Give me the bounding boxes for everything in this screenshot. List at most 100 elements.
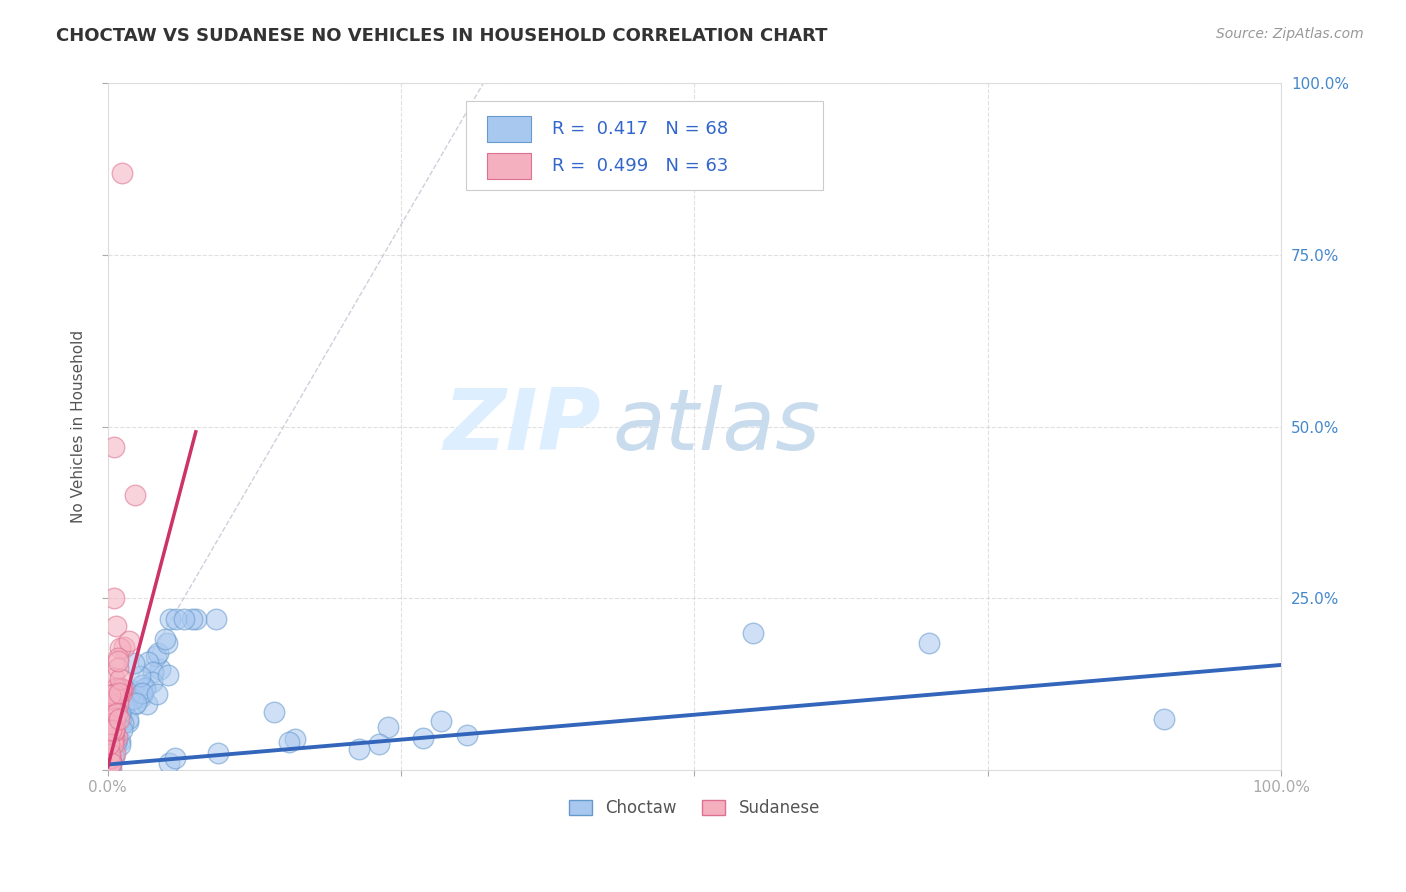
- Point: [107, 697, 129, 711]
- Point: [103, 746, 125, 760]
- Point: [103, 687, 125, 701]
- Point: [105, 619, 128, 633]
- Bar: [486, 153, 531, 179]
- Point: [122, 657, 145, 671]
- Point: [108, 640, 131, 655]
- Point: [110, 681, 132, 696]
- FancyBboxPatch shape: [465, 101, 824, 190]
- Text: ZIP: ZIP: [443, 385, 600, 468]
- Point: [98, 696, 121, 710]
- Point: [101, 708, 124, 723]
- Point: [103, 731, 125, 745]
- Point: [103, 671, 125, 685]
- Point: [100, 750, 122, 764]
- Point: [108, 734, 131, 748]
- Point: [101, 737, 124, 751]
- Point: [101, 699, 124, 714]
- Point: [101, 747, 124, 762]
- Text: atlas: atlas: [612, 385, 820, 468]
- Text: Source: ZipAtlas.com: Source: ZipAtlas.com: [1216, 27, 1364, 41]
- Point: [104, 734, 127, 748]
- Point: [138, 656, 160, 670]
- Point: [98, 688, 121, 702]
- Point: [145, 648, 167, 663]
- Point: [742, 625, 765, 640]
- Point: [146, 646, 169, 660]
- Point: [100, 755, 122, 769]
- Point: [97, 725, 120, 739]
- Point: [155, 632, 177, 646]
- Point: [105, 706, 128, 720]
- Point: [107, 681, 129, 695]
- Point: [159, 756, 181, 770]
- Point: [111, 715, 134, 730]
- Point: [104, 700, 127, 714]
- Point: [107, 713, 129, 727]
- Point: [131, 685, 153, 699]
- Point: [456, 728, 478, 742]
- Point: [101, 723, 124, 737]
- Point: [104, 714, 127, 729]
- Point: [108, 673, 131, 687]
- Point: [97, 723, 120, 738]
- Point: [125, 696, 148, 710]
- Point: [100, 731, 122, 745]
- Point: [118, 634, 141, 648]
- Point: [142, 665, 165, 680]
- Point: [104, 681, 127, 696]
- Point: [173, 612, 195, 626]
- Point: [98, 717, 121, 731]
- Point: [98, 714, 121, 729]
- Point: [104, 735, 127, 749]
- Point: [1153, 711, 1175, 725]
- Point: [146, 687, 169, 701]
- Point: [101, 720, 124, 734]
- Point: [97, 750, 120, 764]
- Point: [100, 747, 122, 762]
- Point: [98, 752, 121, 766]
- Point: [121, 692, 143, 706]
- Point: [98, 708, 121, 723]
- Point: [377, 720, 399, 734]
- Point: [112, 699, 135, 714]
- Point: [98, 707, 121, 722]
- Text: R =  0.499   N = 63: R = 0.499 N = 63: [553, 157, 728, 175]
- Point: [108, 686, 131, 700]
- Point: [111, 166, 134, 180]
- Point: [101, 733, 124, 747]
- Point: [112, 640, 135, 655]
- Point: [159, 612, 181, 626]
- Point: [100, 693, 122, 707]
- Point: [181, 612, 204, 626]
- Point: [100, 756, 122, 771]
- Point: [412, 731, 434, 746]
- Point: [108, 706, 131, 721]
- Point: [103, 749, 125, 764]
- Point: [368, 737, 391, 751]
- Point: [107, 654, 129, 668]
- Point: [98, 744, 121, 758]
- Point: [104, 711, 127, 725]
- Point: [132, 686, 155, 700]
- Point: [107, 651, 129, 665]
- Point: [112, 681, 135, 696]
- Point: [97, 706, 120, 720]
- Point: [136, 697, 159, 711]
- Point: [156, 668, 179, 682]
- Point: [263, 705, 285, 719]
- Point: [129, 690, 152, 705]
- Y-axis label: No Vehicles in Household: No Vehicles in Household: [72, 330, 86, 524]
- Point: [110, 739, 132, 753]
- Point: [98, 762, 121, 776]
- Point: [204, 612, 226, 626]
- Point: [103, 440, 125, 454]
- Point: [107, 661, 129, 675]
- Point: [918, 636, 941, 650]
- Point: [156, 636, 179, 650]
- Point: [103, 724, 125, 739]
- Legend: Choctaw, Sudanese: Choctaw, Sudanese: [562, 792, 827, 823]
- Point: [134, 681, 156, 695]
- Point: [131, 678, 153, 692]
- Point: [105, 734, 128, 748]
- Point: [110, 682, 132, 697]
